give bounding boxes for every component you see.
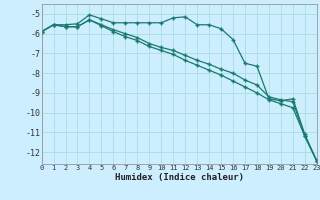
- X-axis label: Humidex (Indice chaleur): Humidex (Indice chaleur): [115, 173, 244, 182]
